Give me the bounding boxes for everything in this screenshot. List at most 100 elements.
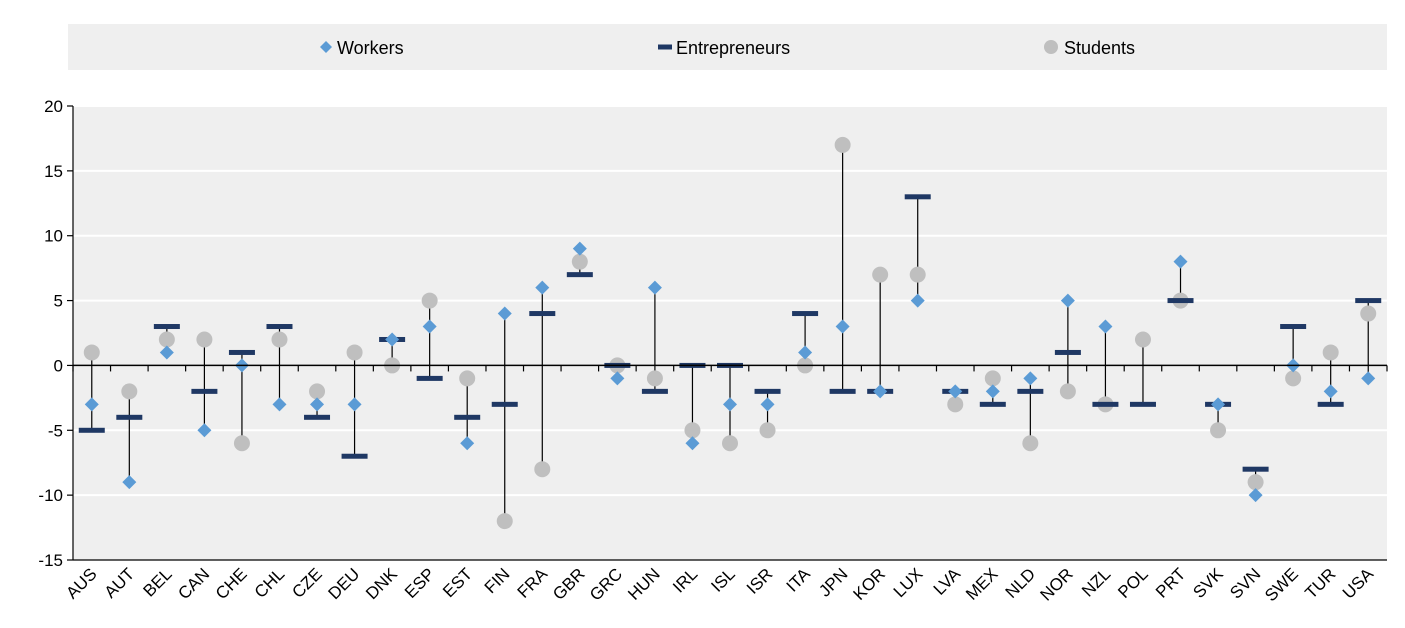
- x-tick-label: GRC: [586, 564, 626, 604]
- point-entrepreneurs-nzl: [1092, 401, 1119, 407]
- legend-label-students: Students: [1064, 38, 1135, 58]
- point-students-mex: [984, 370, 1001, 387]
- point-entrepreneurs-aut: [116, 414, 143, 420]
- point-students-gbr: [571, 253, 588, 270]
- point-entrepreneurs-tur: [1317, 401, 1344, 407]
- point-entrepreneurs-lux: [904, 194, 931, 200]
- point-workers-fin: [497, 306, 512, 321]
- point-entrepreneurs-mex: [979, 401, 1006, 407]
- point-workers-bel: [159, 345, 174, 360]
- point-students-swe: [1285, 370, 1302, 387]
- point-students-aut: [121, 383, 138, 400]
- x-tick-label: NZL: [1078, 564, 1114, 600]
- x-tick-label: AUS: [62, 564, 100, 602]
- point-workers-dnk: [385, 332, 400, 347]
- point-students-lva: [947, 396, 964, 413]
- y-axis: 20 15 10 5 0 -5 -10 -15: [38, 97, 74, 570]
- x-tick-label: SVK: [1189, 564, 1227, 602]
- x-tick-label: NLD: [1002, 564, 1039, 601]
- point-entrepreneurs-che: [228, 349, 255, 355]
- x-tick-label: MEX: [962, 564, 1001, 603]
- point-students-hun: [646, 370, 663, 387]
- x-tick-label: ESP: [401, 564, 438, 601]
- x-tick-label: EST: [439, 564, 476, 601]
- point-students-che: [233, 435, 250, 452]
- point-students-cze: [309, 383, 326, 400]
- point-students-bel: [158, 331, 175, 348]
- legend-marker-workers: [320, 41, 332, 53]
- legend-marker-entrepreneurs: [658, 44, 672, 50]
- x-tick-label: KOR: [850, 564, 889, 603]
- x-tick-label: IRL: [669, 564, 701, 596]
- legend-item-entrepreneurs: Entrepreneurs: [658, 38, 790, 58]
- plot-area: [73, 106, 1387, 560]
- point-entrepreneurs-hun: [641, 388, 668, 394]
- y-tick-label: -10: [38, 486, 63, 505]
- legend-item-workers: Workers: [320, 38, 404, 58]
- x-tick-label: FRA: [514, 564, 552, 602]
- point-entrepreneurs-gbr: [566, 272, 593, 278]
- legend-label-workers: Workers: [337, 38, 404, 58]
- x-tick-label: ISR: [743, 564, 776, 597]
- point-entrepreneurs-prt: [1167, 298, 1194, 304]
- point-workers-cze: [310, 397, 325, 412]
- point-workers-chl: [272, 397, 287, 412]
- x-tick-label: FIN: [481, 564, 514, 597]
- point-entrepreneurs-isr: [754, 388, 781, 394]
- legend: Workers Entrepreneurs Students: [320, 38, 1135, 58]
- legend-background: [68, 24, 1387, 70]
- x-tick-label: CHL: [251, 564, 288, 601]
- point-students-pol: [1134, 331, 1151, 348]
- point-students-nor: [1059, 383, 1076, 400]
- point-workers-can: [197, 423, 212, 438]
- point-workers-aut: [122, 475, 137, 490]
- point-entrepreneurs-fin: [491, 401, 518, 407]
- point-entrepreneurs-usa: [1355, 298, 1382, 304]
- legend-marker-students: [1044, 40, 1058, 54]
- x-tick-label: LUX: [890, 564, 927, 601]
- point-students-deu: [346, 344, 363, 361]
- point-students-fin: [496, 513, 513, 530]
- point-entrepreneurs-chl: [266, 324, 293, 330]
- point-students-kor: [872, 266, 889, 283]
- point-workers-lva: [948, 384, 963, 399]
- point-workers-esp: [422, 319, 437, 334]
- point-entrepreneurs-swe: [1280, 324, 1307, 330]
- point-workers-nzl: [1098, 319, 1113, 334]
- point-entrepreneurs-svn: [1242, 466, 1269, 472]
- point-entrepreneurs-jpn: [829, 388, 856, 394]
- point-entrepreneurs-can: [191, 388, 218, 394]
- y-tick-label: -5: [48, 421, 63, 440]
- point-students-fra: [534, 461, 551, 478]
- point-workers-svn: [1248, 488, 1263, 503]
- x-tick-label: TUR: [1301, 564, 1339, 602]
- point-workers-grc: [610, 371, 625, 386]
- point-workers-mex: [985, 384, 1000, 399]
- point-workers-isr: [760, 397, 775, 412]
- x-tick-label: ISL: [707, 564, 738, 595]
- x-tick-label: HUN: [624, 564, 663, 603]
- point-entrepreneurs-nld: [1017, 388, 1044, 394]
- x-tick-label: PRT: [1152, 564, 1189, 601]
- point-entrepreneurs-est: [454, 414, 481, 420]
- x-tick-label: CZE: [288, 564, 325, 601]
- point-entrepreneurs-ita: [792, 311, 819, 317]
- point-entrepreneurs-deu: [341, 453, 368, 459]
- point-entrepreneurs-bel: [153, 324, 180, 330]
- x-tick-label: USA: [1339, 564, 1378, 603]
- point-workers-aus: [84, 397, 99, 412]
- point-entrepreneurs-pol: [1129, 401, 1156, 407]
- point-workers-nld: [1023, 371, 1038, 386]
- point-workers-hun: [647, 280, 662, 295]
- x-tick-label: CHE: [212, 564, 251, 603]
- x-tick-label: JPN: [815, 564, 851, 600]
- point-workers-svk: [1211, 397, 1226, 412]
- point-workers-isl: [723, 397, 737, 412]
- x-tick-label: NOR: [1037, 564, 1077, 604]
- x-tick-label: POL: [1114, 564, 1151, 601]
- point-students-nld: [1022, 435, 1039, 452]
- point-workers-lux: [910, 293, 925, 308]
- legend-label-entrepreneurs: Entrepreneurs: [676, 38, 790, 58]
- point-workers-nor: [1060, 293, 1075, 308]
